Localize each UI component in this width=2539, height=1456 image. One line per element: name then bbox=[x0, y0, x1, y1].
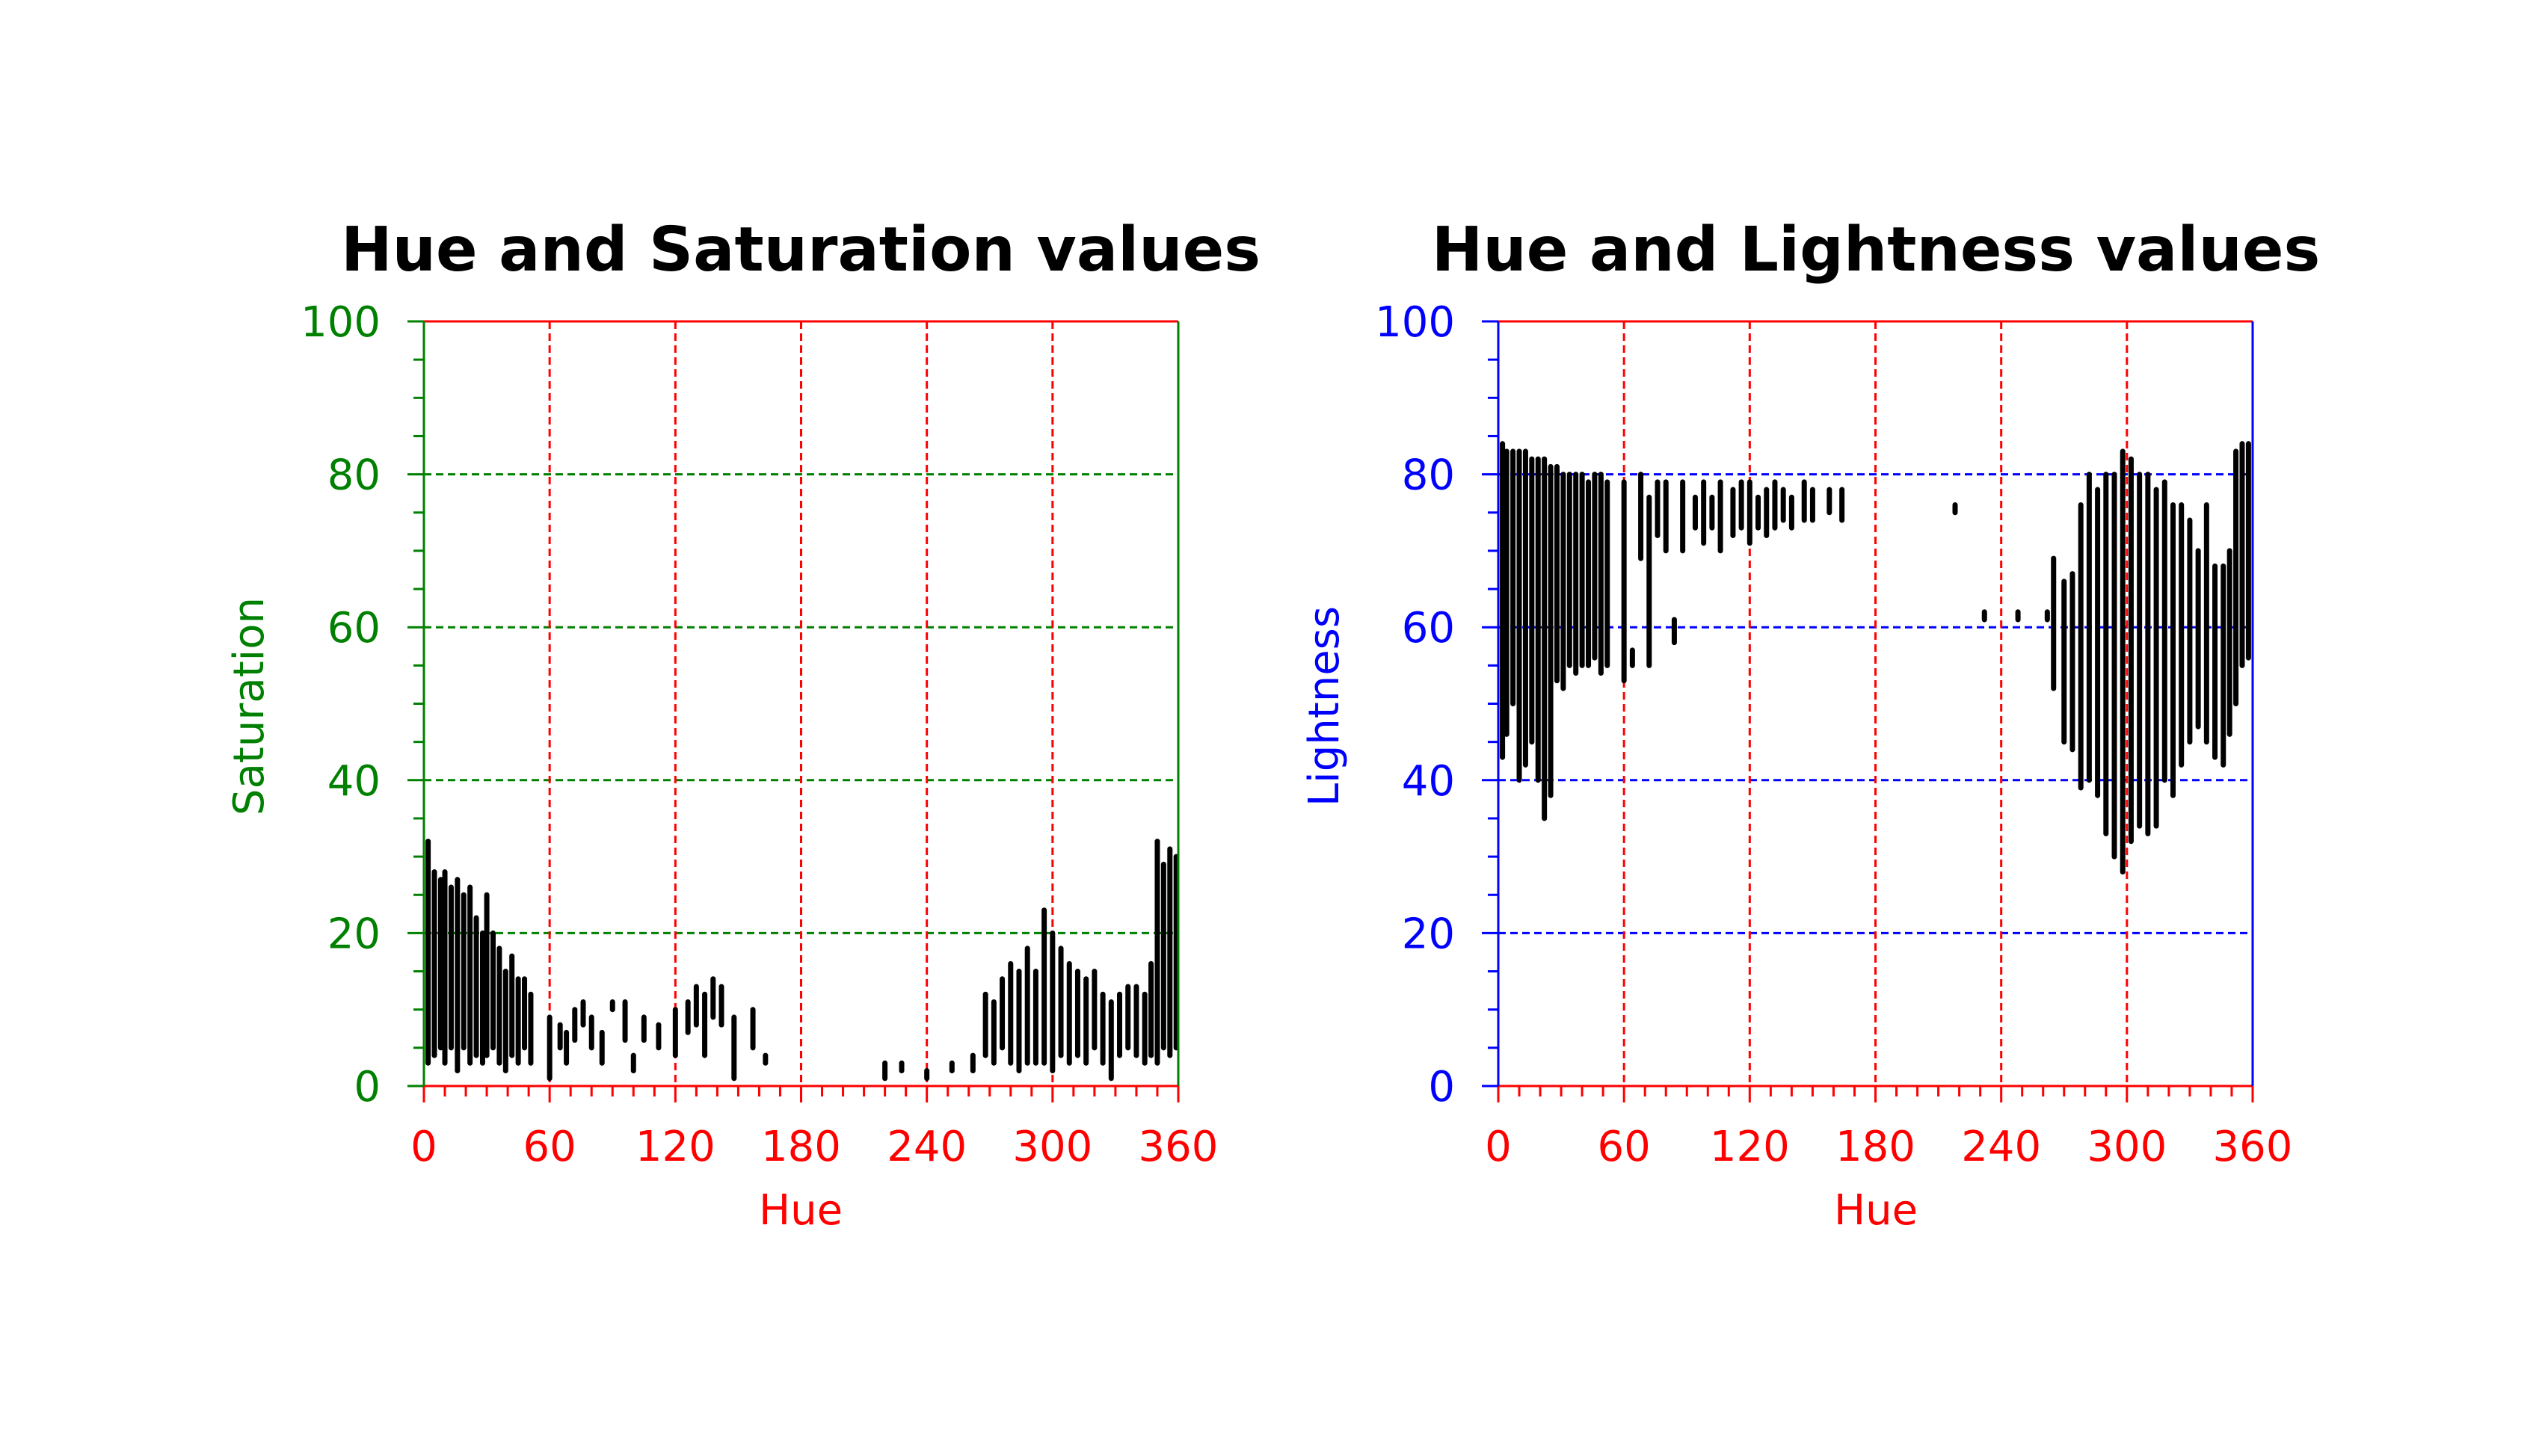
chart-title: Hue and Lightness values bbox=[1432, 215, 2321, 286]
x-tick-label: 180 bbox=[761, 1123, 841, 1171]
x-tick-label: 0 bbox=[1485, 1123, 1512, 1171]
x-tick-label: 240 bbox=[887, 1123, 967, 1171]
y-tick-label: 40 bbox=[1402, 757, 1455, 806]
y-tick-label: 80 bbox=[1402, 451, 1455, 500]
x-axis-label: Hue bbox=[759, 1186, 843, 1235]
chart-title: Hue and Saturation values bbox=[341, 215, 1261, 286]
x-tick-label: 60 bbox=[1598, 1123, 1651, 1171]
x-tick-label: 300 bbox=[2087, 1123, 2167, 1171]
data-points bbox=[425, 839, 1179, 1082]
y-tick-label: 60 bbox=[327, 604, 381, 653]
x-axis-label: Hue bbox=[1834, 1186, 1918, 1235]
x-tick-label: 120 bbox=[635, 1123, 715, 1171]
y-tick-label: 20 bbox=[1402, 910, 1455, 958]
x-tick-label: 120 bbox=[1710, 1123, 1790, 1171]
x-tick-label: 60 bbox=[523, 1123, 576, 1171]
y-axis-label: Lightness bbox=[1300, 606, 1349, 806]
y-tick-label: 100 bbox=[301, 298, 381, 347]
saturation-chart: Hue and Saturation values Hue Saturation… bbox=[225, 215, 1261, 1235]
x-tick-label: 0 bbox=[410, 1123, 437, 1171]
y-tick-label: 20 bbox=[327, 910, 381, 958]
y-tick-label: 0 bbox=[1428, 1063, 1455, 1111]
y-axis-label: Saturation bbox=[225, 597, 274, 815]
x-tick-label: 180 bbox=[1835, 1123, 1915, 1171]
y-tick-label: 40 bbox=[327, 757, 381, 806]
data-points bbox=[1500, 441, 2251, 875]
x-tick-label: 300 bbox=[1012, 1123, 1092, 1171]
x-tick-label: 360 bbox=[1139, 1123, 1219, 1171]
y-tick-label: 60 bbox=[1402, 604, 1455, 653]
y-tick-label: 0 bbox=[354, 1063, 381, 1111]
x-tick-label: 240 bbox=[1961, 1123, 2041, 1171]
y-tick-label: 100 bbox=[1375, 298, 1455, 347]
x-tick-label: 360 bbox=[2213, 1123, 2293, 1171]
y-tick-label: 80 bbox=[327, 451, 381, 500]
lightness-chart: Hue and Lightness values Hue Lightness 0… bbox=[1300, 215, 2320, 1235]
